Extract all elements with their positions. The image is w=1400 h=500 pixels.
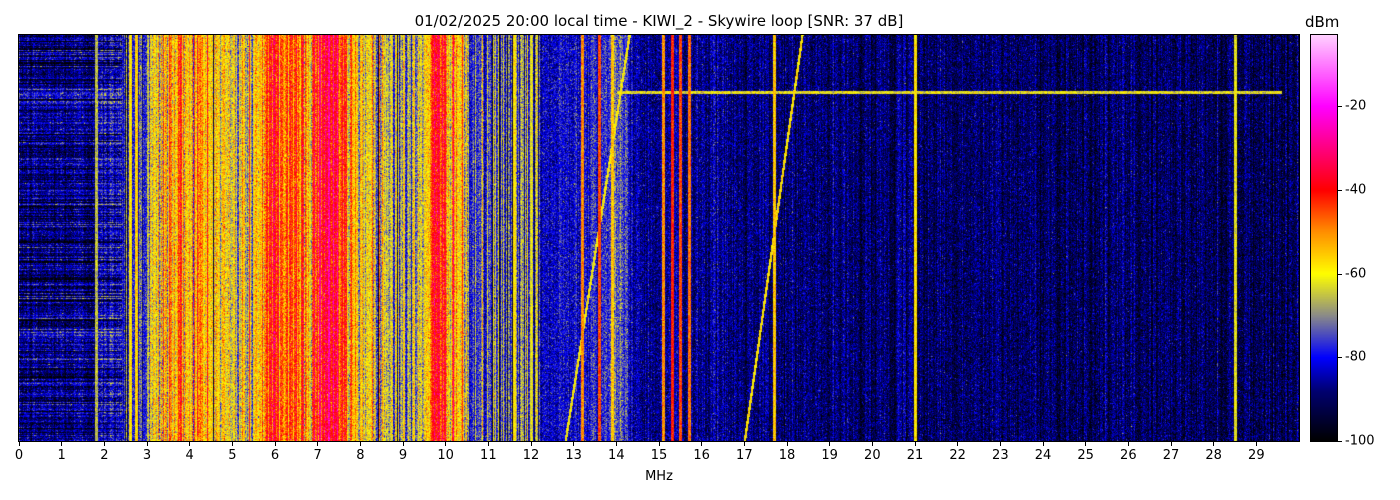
x-tick: [231, 441, 233, 446]
x-tick: [487, 441, 489, 446]
x-tick-label: 13: [565, 448, 582, 463]
x-tick: [61, 441, 63, 446]
x-tick-label: 22: [949, 448, 966, 463]
x-tick: [999, 441, 1001, 446]
x-tick: [146, 441, 148, 446]
x-axis-label: MHz: [645, 469, 673, 484]
x-tick-label: 5: [228, 448, 237, 463]
x-tick: [402, 441, 404, 446]
x-tick: [829, 441, 831, 446]
x-tick-label: 27: [1162, 448, 1180, 463]
x-tick: [615, 441, 617, 446]
colorbar-tick: [1337, 273, 1342, 275]
x-tick-label: 21: [906, 448, 924, 463]
x-tick-label: 29: [1248, 448, 1265, 463]
x-tick-label: 16: [693, 448, 710, 463]
x-tick-label: 17: [736, 448, 753, 463]
x-tick-label: 11: [480, 448, 497, 463]
x-tick-label: 2: [100, 448, 109, 463]
x-tick-label: 19: [821, 448, 838, 463]
x-tick: [573, 441, 575, 446]
x-tick: [1255, 441, 1257, 446]
x-tick: [18, 441, 20, 446]
x-tick: [103, 441, 105, 446]
x-tick: [701, 441, 703, 446]
x-tick-label: 15: [650, 448, 668, 463]
waterfall-plot: [18, 34, 1300, 442]
colorbar-gradient: [1311, 35, 1337, 441]
x-tick-label: 24: [1034, 448, 1052, 463]
x-tick-label: 9: [398, 448, 408, 463]
x-tick-label: 8: [356, 448, 365, 463]
x-tick: [317, 441, 319, 446]
x-tick: [658, 441, 660, 446]
x-tick: [957, 441, 959, 446]
x-tick: [189, 441, 191, 446]
x-tick-label: 12: [522, 448, 540, 463]
colorbar-label: dBm: [1305, 13, 1340, 31]
colorbar-tick: [1337, 189, 1342, 191]
x-tick: [445, 441, 447, 446]
x-tick-label: 6: [270, 448, 280, 463]
x-tick-label: 20: [864, 448, 881, 463]
x-tick-label: 0: [14, 448, 24, 463]
x-tick: [530, 441, 532, 446]
x-tick: [1213, 441, 1215, 446]
colorbar-tick-label: -100: [1345, 433, 1375, 449]
spectrogram-heatmap: [19, 35, 1299, 441]
x-tick-label: 10: [437, 448, 454, 463]
x-tick-label: 4: [185, 448, 194, 463]
colorbar-tick-label: -80: [1345, 349, 1367, 365]
x-tick: [871, 441, 873, 446]
colorbar-tick-label: -40: [1345, 182, 1367, 198]
colorbar-tick: [1337, 357, 1342, 359]
x-tick-label: 26: [1120, 448, 1137, 463]
x-tick-label: 28: [1205, 448, 1222, 463]
x-tick-label: 7: [313, 448, 322, 463]
x-tick: [1085, 441, 1087, 446]
x-tick: [1170, 441, 1172, 446]
x-tick: [274, 441, 276, 446]
x-tick: [786, 441, 788, 446]
x-tick-label: 14: [608, 448, 625, 463]
colorbar-tick-label: -20: [1345, 98, 1367, 114]
x-tick: [914, 441, 916, 446]
colorbar: [1310, 34, 1338, 442]
x-tick-label: 1: [57, 448, 66, 463]
x-tick-label: 25: [1077, 448, 1094, 463]
chart-title: 01/02/2025 20:00 local time - KIWI_2 - S…: [414, 12, 904, 30]
x-tick: [1127, 441, 1129, 446]
x-tick: [1042, 441, 1044, 446]
x-tick: [743, 441, 745, 446]
colorbar-tick-label: -60: [1345, 266, 1367, 282]
x-tick-label: 18: [778, 448, 796, 463]
x-tick-label: 23: [992, 448, 1009, 463]
colorbar-tick: [1337, 106, 1342, 108]
colorbar-tick: [1337, 441, 1342, 442]
x-tick: [359, 441, 361, 446]
x-tick-label: 3: [142, 448, 152, 463]
